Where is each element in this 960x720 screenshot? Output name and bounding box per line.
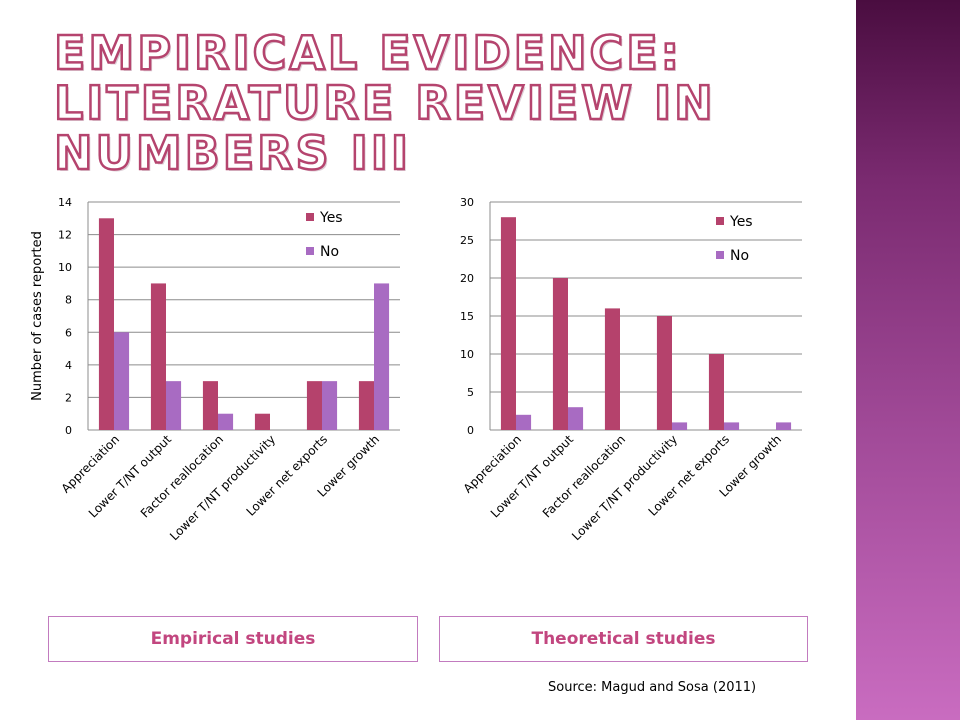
empirical-bar-no-0 <box>114 332 130 430</box>
empirical-y-tick-label: 10 <box>58 261 72 274</box>
empirical-y-tick-label: 2 <box>65 391 72 404</box>
empirical-y-tick-label: 8 <box>65 294 72 307</box>
empirical-bar-no-5 <box>374 283 390 430</box>
slide-title: Empirical evidence: literature review in… <box>53 26 934 180</box>
theoretical-y-tick-label: 5 <box>467 386 474 399</box>
slide-title-line-2: literature review in numbers III <box>53 76 716 180</box>
theoretical-y-tick-label: 15 <box>460 310 474 323</box>
theoretical-legend-label-no: No <box>730 248 749 264</box>
empirical-bar-no-4 <box>322 381 338 430</box>
empirical-y-tick-label: 4 <box>65 359 72 372</box>
theoretical-bar-no-5 <box>776 422 792 430</box>
source-citation: Source: Magud and Sosa (2011) <box>548 680 757 695</box>
empirical-y-axis-label: Number of cases reported <box>30 231 45 401</box>
theoretical-bar-chart: 0 5 10 15 20 25 30 Appreciation Lower T/NT outpu… <box>430 188 810 618</box>
empirical-bar-yes-3 <box>254 413 270 430</box>
theoretical-y-tick-label: 10 <box>460 348 474 361</box>
theoretical-x-category-label: Lower T/NT productivity <box>569 432 680 543</box>
empirical-bar-chart: 0 2 4 6 8 10 12 14 Number of cases reported Appre… <box>28 188 408 618</box>
empirical-bar-no-1 <box>166 381 182 430</box>
empirical-legend-label-yes: Yes <box>319 210 343 226</box>
theoretical-y-tick-label: 25 <box>460 234 474 247</box>
empirical-bar-yes-0 <box>98 218 114 430</box>
empirical-bar-yes-4 <box>306 381 322 430</box>
theoretical-bar-no-3 <box>672 422 688 430</box>
theoretical-bar-no-1 <box>568 407 584 430</box>
empirical-legend-swatch-yes <box>306 213 314 221</box>
empirical-legend-swatch-no <box>306 247 314 255</box>
empirical-bar-yes-1 <box>150 283 166 430</box>
empirical-y-tick-label: 6 <box>65 326 72 339</box>
theoretical-bar-yes-1 <box>552 278 568 430</box>
empirical-studies-caption: Empirical studies <box>48 616 418 662</box>
theoretical-bar-yes-2 <box>604 308 620 430</box>
theoretical-legend-label-yes: Yes <box>729 214 753 230</box>
theoretical-bar-yes-0 <box>500 217 516 430</box>
theoretical-bar-yes-3 <box>656 316 672 430</box>
theoretical-legend-swatch-no <box>716 251 724 259</box>
theoretical-y-tick-label: 20 <box>460 272 474 285</box>
empirical-y-tick-label: 14 <box>58 196 72 209</box>
empirical-bar-no-2 <box>218 413 234 430</box>
side-decoration-band <box>856 0 960 720</box>
empirical-x-category-label: Lower T/NT productivity <box>167 432 278 543</box>
theoretical-bar-no-0 <box>516 414 532 430</box>
slide-title-line-1: Empirical evidence: <box>53 26 683 80</box>
empirical-y-tick-label: 12 <box>58 229 72 242</box>
theoretical-y-tick-label: 0 <box>467 424 474 437</box>
theoretical-legend-swatch-yes <box>716 217 724 225</box>
empirical-bar-yes-2 <box>202 381 218 430</box>
theoretical-studies-caption: Theoretical studies <box>439 616 808 662</box>
empirical-y-tick-label: 0 <box>65 424 72 437</box>
theoretical-bar-yes-4 <box>708 354 724 430</box>
empirical-legend-label-no: No <box>320 244 339 260</box>
theoretical-bar-no-4 <box>724 422 740 430</box>
empirical-bar-yes-5 <box>358 381 374 430</box>
theoretical-y-tick-label: 30 <box>460 196 474 209</box>
